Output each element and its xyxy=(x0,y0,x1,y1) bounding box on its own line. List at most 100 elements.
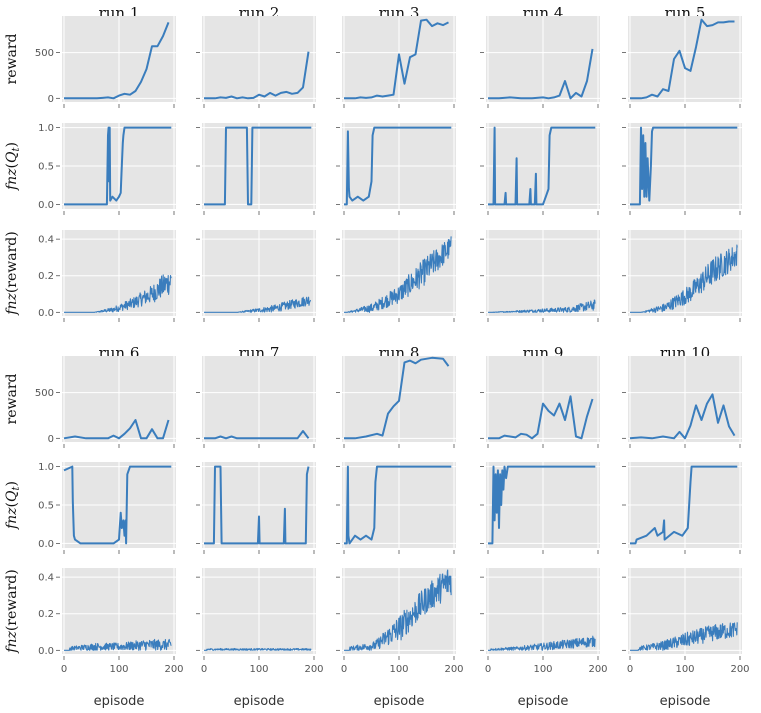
x-tick-label: 100 xyxy=(109,664,128,675)
fnz-q-line xyxy=(63,465,172,545)
fnz-reward-line xyxy=(630,244,738,313)
x-tick-label: 0 xyxy=(61,664,67,675)
fnz-q-line xyxy=(488,126,596,206)
x-tick-label: 0 xyxy=(341,664,347,675)
panel-fnz_q-2 xyxy=(196,123,316,215)
fnz-reward-line xyxy=(488,635,596,651)
reward-line xyxy=(630,18,735,100)
y-axis-label: fnz(Qt) xyxy=(4,481,22,530)
panel-fnz_q-10 xyxy=(622,462,742,554)
panel-fnz_reward-9: 0 100 200 xyxy=(480,568,608,675)
y-tick-label: 500 xyxy=(35,388,54,399)
panel-fnz_reward-8: 0 100 200 xyxy=(336,568,464,675)
reward-line xyxy=(204,430,310,440)
y-tick-label: 0 xyxy=(48,434,54,445)
y-tick-label: 0.0 xyxy=(38,200,54,211)
y-tick-label: 0.0 xyxy=(38,308,54,319)
panel-fnz_reward-3 xyxy=(336,230,456,322)
x-tick-label: 200 xyxy=(164,664,183,675)
fnz-reward-line xyxy=(64,274,172,313)
fnz-reward-line xyxy=(344,569,452,651)
fnz-q-line xyxy=(488,465,596,545)
y-tick-label: 0.0 xyxy=(38,539,54,550)
panel-reward-6: 0 500 xyxy=(35,356,176,448)
y-axis-label: reward xyxy=(4,33,20,84)
y-axis-label: fnz(reward) xyxy=(4,569,20,653)
y-tick-label: 0.0 xyxy=(38,646,54,657)
reward-line xyxy=(344,18,449,100)
y-tick-label: 0 xyxy=(48,94,54,105)
x-tick-label: 100 xyxy=(533,664,552,675)
x-axis-label: episode xyxy=(94,694,145,709)
reward-line xyxy=(344,356,450,440)
panel-fnz_reward-10: 0 100 200 xyxy=(622,568,750,675)
x-axis-label: episode xyxy=(374,694,425,709)
fnz-reward-line xyxy=(64,638,172,651)
panel-fnz_q-6: 0.0 0.5 1.0 xyxy=(38,462,176,554)
panel-reward-8 xyxy=(336,356,456,448)
y-tick-label: 0.5 xyxy=(38,162,54,173)
panel-reward-9 xyxy=(480,356,600,448)
fnz-q-line xyxy=(64,126,172,206)
x-tick-label: 200 xyxy=(304,664,323,675)
panel-fnz_q-1: 0.0 0.5 1.0 xyxy=(38,123,176,215)
x-tick-label: 0 xyxy=(627,664,633,675)
fnz-reward-line xyxy=(630,622,738,651)
y-tick-label: 1.0 xyxy=(38,462,54,473)
x-tick-label: 0 xyxy=(485,664,491,675)
fnz-q-line xyxy=(204,126,312,206)
x-axis-label: episode xyxy=(234,694,285,709)
x-tick-label: 200 xyxy=(588,664,607,675)
y-axis-label: fnz(Qt) xyxy=(4,142,22,191)
x-tick-label: 100 xyxy=(249,664,268,675)
reward-line xyxy=(488,48,594,100)
panel-fnz_q-9 xyxy=(480,462,600,554)
fnz-reward-line xyxy=(488,299,596,313)
reward-line xyxy=(64,22,170,100)
y-tick-label: 0.4 xyxy=(38,235,54,246)
x-tick-label: 0 xyxy=(201,664,207,675)
y-tick-label: 500 xyxy=(35,48,54,59)
reward-line xyxy=(63,419,170,440)
x-tick-label: 200 xyxy=(444,664,463,675)
fnz-q-line xyxy=(630,465,738,545)
y-tick-label: 0.2 xyxy=(38,609,54,620)
panel-reward-1: 0 500 xyxy=(35,16,176,108)
panel-reward-2 xyxy=(196,16,316,108)
fnz-q-line xyxy=(630,126,738,206)
fnz-q-line xyxy=(344,465,452,545)
panel-fnz_reward-2 xyxy=(196,230,316,322)
panel-fnz_reward-6: 0.0 0.2 0.4 0 100 200 xyxy=(38,568,184,675)
y-axis-label: fnz(reward) xyxy=(4,231,20,315)
y-axis-label: reward xyxy=(4,373,20,424)
fnz-q-line xyxy=(204,465,310,545)
reward-line xyxy=(488,395,594,440)
x-tick-label: 200 xyxy=(730,664,749,675)
fnz-reward-line xyxy=(344,236,452,313)
panel-fnz_reward-1: 0.0 0.2 0.4 xyxy=(38,230,176,322)
fnz-reward-line xyxy=(204,296,312,313)
x-tick-label: 100 xyxy=(675,664,694,675)
reward-line xyxy=(204,51,310,100)
y-tick-label: 0.5 xyxy=(38,501,54,512)
panel-reward-3 xyxy=(336,16,456,108)
panel-fnz_q-5 xyxy=(622,123,742,215)
y-tick-label: 0.4 xyxy=(38,573,54,584)
panel-fnz_q-3 xyxy=(336,123,456,215)
panel-reward-7 xyxy=(196,356,316,448)
panel-fnz_reward-7: 0 100 200 xyxy=(196,568,324,675)
panel-reward-5 xyxy=(622,16,742,108)
panel-fnz_q-8 xyxy=(336,462,456,554)
fnz-reward-line xyxy=(204,647,312,651)
x-axis-label: episode xyxy=(660,694,711,709)
panel-fnz_reward-5 xyxy=(622,230,742,322)
y-tick-label: 0.2 xyxy=(38,271,54,282)
reward-line xyxy=(629,393,736,440)
fnz-q-line xyxy=(344,126,452,206)
y-tick-label: 1.0 xyxy=(38,123,54,134)
x-axis-label: episode xyxy=(518,694,569,709)
panel-fnz_q-4 xyxy=(480,123,600,215)
panel-fnz_q-7 xyxy=(196,462,316,554)
panel-fnz_reward-4 xyxy=(480,230,600,322)
